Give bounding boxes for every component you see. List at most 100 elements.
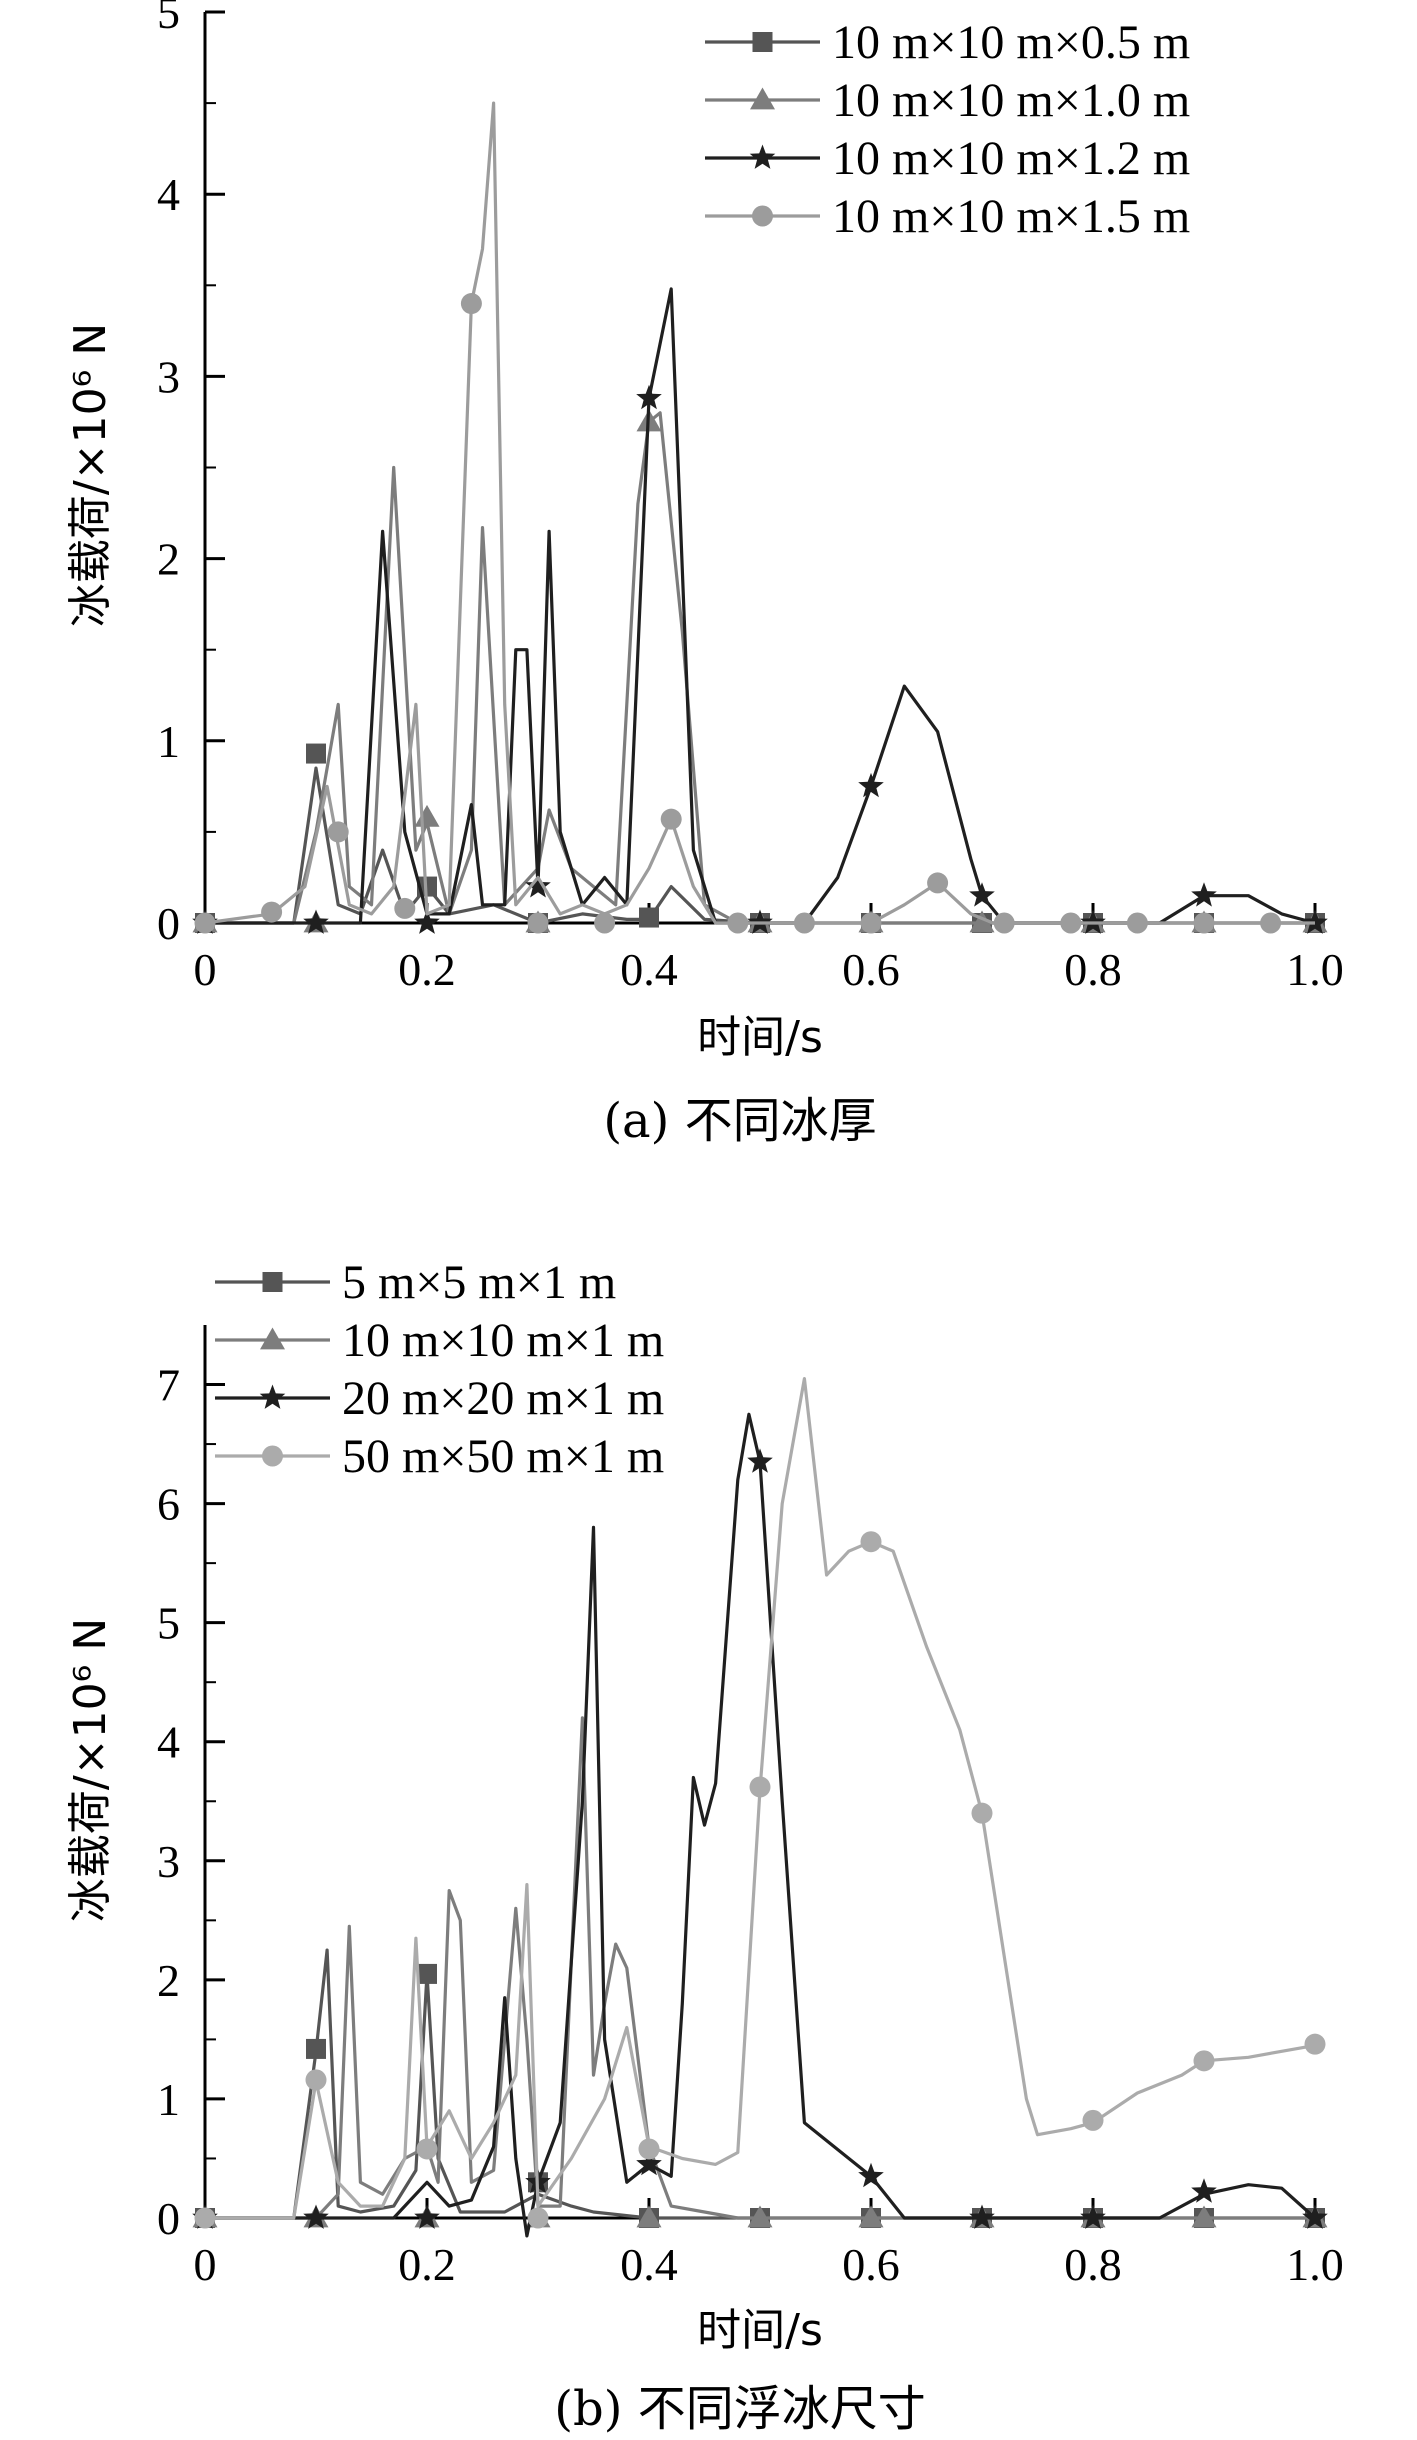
x-axis-label: 时间/s — [697, 1012, 823, 1063]
y-tick-label: 1 — [157, 716, 180, 767]
data-point-circle — [1082, 2109, 1104, 2131]
legend-label: 5 m×5 m×1 m — [342, 1256, 616, 1309]
legend-marker-triangle — [750, 87, 775, 110]
series-group — [192, 101, 1328, 934]
x-ticks: 0 0.2 0.4 0.6 0.8 1.0 — [194, 903, 1344, 995]
data-point-circle — [860, 912, 882, 934]
data-point-square — [639, 907, 659, 928]
data-point-circle — [305, 2069, 327, 2091]
series-line-3 — [205, 1412, 1317, 2238]
y-tick-label: 5 — [157, 1598, 180, 1649]
x-tick-label: 0 — [194, 2239, 217, 2290]
y-tick-label: 5 — [157, 0, 180, 38]
data-point-triangle — [414, 804, 440, 827]
data-point-circle — [638, 2138, 660, 2160]
data-point-circle — [527, 2207, 549, 2229]
data-point-star — [1191, 2178, 1217, 2203]
x-axis-label: 时间/s — [697, 2305, 823, 2356]
legend-label: 50 m×50 m×1 m — [342, 1430, 664, 1483]
data-point-star — [747, 1448, 773, 1473]
y-ticks: 0 1 2 3 4 5 — [157, 0, 225, 949]
data-point-circle — [1060, 912, 1082, 934]
data-point-circle — [971, 1802, 993, 1824]
data-point-square — [417, 1963, 437, 1984]
x-tick-label: 1.0 — [1286, 944, 1344, 995]
y-tick-label: 0 — [157, 2193, 180, 2244]
data-point-circle — [1193, 2050, 1215, 2072]
chart-panel-b: 0 1 2 3 4 5 6 7 0 0.2 0.4 0.6 0.8 1.0 5 m×5 m×1 m10 … — [65, 1256, 1344, 2437]
data-point-star — [1302, 2204, 1328, 2229]
y-tick-label: 1 — [157, 2074, 180, 2125]
x-ticks: 0 0.2 0.4 0.6 0.8 1.0 — [194, 2198, 1344, 2290]
x-tick-label: 0.6 — [842, 2239, 900, 2290]
data-point-circle — [460, 293, 482, 315]
y-tick-label: 0 — [157, 898, 180, 949]
data-point-circle — [416, 2138, 438, 2160]
y-tick-label: 3 — [157, 351, 180, 402]
data-point-triangle — [747, 2205, 773, 2228]
x-tick-label: 0.4 — [620, 2239, 678, 2290]
legend-marker-star — [749, 144, 776, 169]
data-point-star — [858, 2162, 884, 2188]
data-point-square — [306, 743, 326, 764]
legend-marker-star — [259, 1384, 286, 1409]
data-point-star — [636, 384, 662, 410]
legend-marker-square — [262, 1272, 283, 1292]
data-point-circle — [1260, 912, 1282, 934]
panel-caption: (a) 不同冰厚 — [603, 1093, 876, 1149]
x-tick-label: 0.8 — [1064, 944, 1122, 995]
data-point-circle — [860, 1531, 882, 1553]
data-point-star — [858, 772, 884, 798]
legend-marker-triangle — [260, 1327, 285, 1350]
legend-marker-square — [752, 32, 773, 52]
data-point-circle — [793, 912, 815, 934]
legend: 5 m×5 m×1 m10 m×10 m×1 m20 m×20 m×1 m50 … — [215, 1256, 664, 1483]
panel-caption: (b) 不同浮冰尺寸 — [554, 2381, 925, 2437]
x-tick-label: 0.6 — [842, 944, 900, 995]
legend: 10 m×10 m×0.5 m10 m×10 m×1.0 m10 m×10 m×… — [705, 16, 1190, 243]
x-tick-label: 0.2 — [398, 944, 456, 995]
y-tick-label: 4 — [157, 1717, 180, 1768]
data-point-circle — [194, 912, 216, 934]
data-point-circle — [261, 901, 283, 923]
legend-label: 10 m×10 m×1.2 m — [832, 132, 1190, 185]
y-tick-label: 6 — [157, 1479, 180, 1530]
data-point-triangle — [858, 2205, 884, 2228]
data-point-star — [1080, 2204, 1106, 2229]
data-point-star — [636, 2150, 662, 2176]
legend-label: 10 m×10 m×1 m — [342, 1314, 664, 1367]
data-point-star — [303, 2204, 329, 2229]
y-tick-label: 2 — [157, 534, 180, 585]
data-point-circle — [927, 872, 949, 894]
data-point-triangle — [1191, 2205, 1217, 2228]
y-tick-label: 4 — [157, 169, 180, 220]
data-point-circle — [660, 808, 682, 830]
y-tick-label: 7 — [157, 1360, 180, 1411]
data-point-star — [414, 2204, 440, 2229]
y-tick-label: 3 — [157, 1836, 180, 1887]
y-axis-label: 冰载荷/×10⁶ N — [65, 1618, 116, 1922]
data-point-star — [1191, 882, 1217, 907]
legend-label: 10 m×10 m×0.5 m — [832, 16, 1190, 69]
data-point-circle — [1126, 912, 1148, 934]
series-line-4 — [205, 1377, 1316, 2220]
data-point-circle — [993, 912, 1015, 934]
x-tick-label: 0.2 — [398, 2239, 456, 2290]
x-tick-label: 0.8 — [1064, 2239, 1122, 2290]
data-point-triangle — [969, 910, 995, 933]
data-point-circle — [594, 912, 616, 934]
data-point-star — [525, 873, 551, 898]
y-ticks: 0 1 2 3 4 5 6 7 — [157, 1360, 225, 2244]
series-line-3 — [205, 287, 1316, 925]
y-axis-label: 冰载荷/×10⁶ N — [65, 323, 116, 627]
data-point-square — [306, 2038, 326, 2059]
legend-marker-circle — [262, 1445, 283, 1467]
series-group — [192, 1377, 1328, 2238]
data-point-triangle — [636, 2205, 662, 2228]
x-tick-label: 0.4 — [620, 944, 678, 995]
data-point-star — [303, 909, 329, 934]
data-point-circle — [749, 1776, 771, 1798]
legend-marker-circle — [752, 205, 773, 227]
data-point-circle — [527, 912, 549, 934]
